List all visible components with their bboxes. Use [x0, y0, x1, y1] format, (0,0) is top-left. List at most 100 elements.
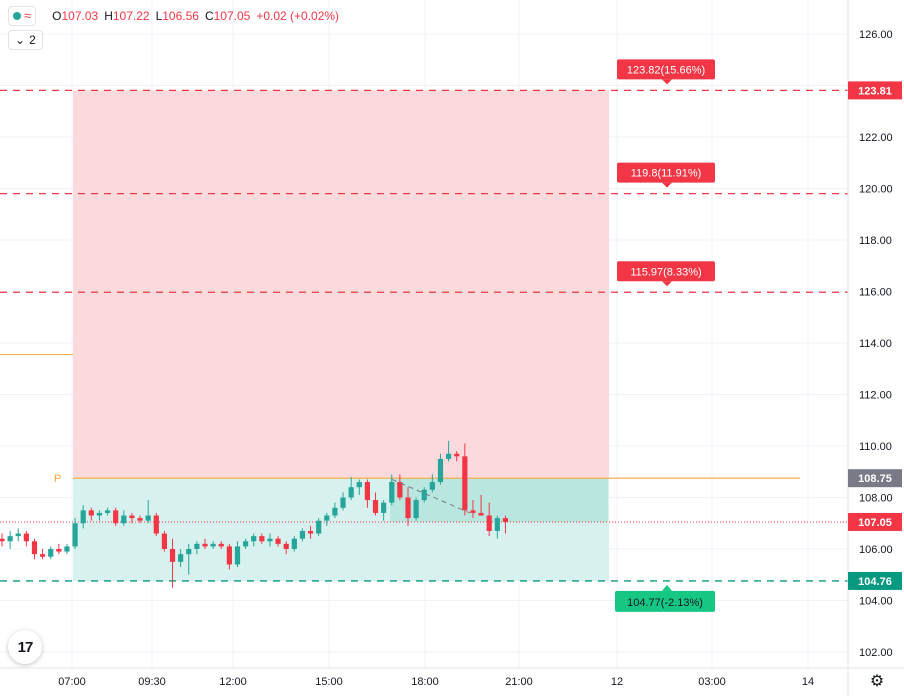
candle-body[interactable] [454, 453, 460, 457]
price-tick-label: 106.00 [859, 544, 893, 556]
time-tick-label: 09:30 [138, 676, 166, 688]
price-tick-label: 110.00 [859, 441, 892, 453]
candle-body[interactable] [316, 520, 322, 534]
candle-body[interactable] [267, 538, 273, 542]
candle-body[interactable] [0, 538, 5, 542]
candle-body[interactable] [96, 512, 103, 516]
active-trade-area [390, 478, 608, 522]
candle-body[interactable] [413, 500, 419, 519]
time-tick-label: 18:00 [411, 676, 439, 688]
close-label: C [204, 9, 214, 23]
candle-body[interactable] [145, 515, 151, 521]
candle-body[interactable] [421, 489, 427, 501]
target-label-text: 119.8(11.91%) [631, 168, 702, 180]
chevron-down-icon: ⌄ [15, 33, 26, 47]
candle-body[interactable] [470, 510, 476, 513]
price-tag-box [848, 571, 902, 590]
time-tick-label: 14 [802, 676, 814, 688]
candle-body[interactable] [64, 546, 70, 552]
symbol-status-button[interactable]: ≈ [8, 6, 37, 26]
tradingview-logo-icon[interactable]: 17 [8, 630, 42, 664]
candle-body[interactable] [259, 536, 265, 542]
price-tag-box [848, 512, 902, 531]
stop-label-box[interactable] [615, 590, 715, 612]
candle-body[interactable] [243, 541, 249, 547]
candle-body[interactable] [356, 482, 362, 488]
candle-body[interactable] [446, 453, 452, 459]
price-tag-text: 123.81 [858, 85, 892, 97]
candle-body[interactable] [299, 530, 306, 539]
candle-body[interactable] [15, 533, 21, 537]
delayed-data-icon: ≈ [24, 8, 32, 23]
price-tick-label: 126.00 [859, 29, 893, 41]
candle-body[interactable] [340, 497, 346, 508]
candle-body[interactable] [194, 543, 200, 549]
candle-body[interactable] [437, 458, 444, 483]
candle-body[interactable] [486, 515, 492, 531]
candle-body[interactable] [405, 497, 411, 519]
gear-icon[interactable]: ⚙ [869, 673, 885, 690]
candle-body[interactable] [72, 523, 78, 547]
indicators-toggle-button[interactable]: ⌄ 2 [8, 30, 43, 50]
candle-body[interactable] [389, 482, 395, 503]
time-tick-label: 07:00 [58, 676, 86, 688]
candle-body[interactable] [364, 482, 370, 501]
candle-body[interactable] [324, 515, 330, 521]
candle-body[interactable] [502, 518, 509, 522]
candle-body[interactable] [397, 482, 403, 498]
candle-body[interactable] [88, 510, 94, 516]
time-tick-label: 21:00 [505, 676, 533, 688]
candle-body[interactable] [226, 546, 232, 565]
price-tag-text: 108.75 [858, 473, 892, 485]
candle-body[interactable] [169, 549, 176, 562]
indicators-count: 2 [29, 33, 36, 47]
candle-body[interactable] [202, 543, 208, 547]
candle-body[interactable] [104, 510, 111, 513]
candle-body[interactable] [7, 536, 13, 542]
target-label-box[interactable] [617, 162, 715, 183]
candle-body[interactable] [462, 456, 468, 511]
low-label: L [155, 9, 163, 23]
time-tick-label: 12:00 [219, 676, 247, 688]
candle-body[interactable] [121, 515, 127, 524]
candle-body[interactable] [494, 518, 500, 531]
target-label-box[interactable] [617, 261, 715, 282]
candle-body[interactable] [153, 515, 159, 534]
candle-body[interactable] [348, 487, 354, 498]
candle-body[interactable] [48, 549, 54, 557]
candle-body[interactable] [429, 482, 435, 490]
candle-body[interactable] [251, 536, 257, 542]
target-label-box[interactable] [617, 59, 715, 80]
candle-body[interactable] [137, 518, 143, 521]
candle-body[interactable] [291, 538, 297, 549]
time-tick-label: 12 [611, 676, 623, 688]
candle-body[interactable] [234, 546, 241, 565]
candle-body[interactable] [186, 549, 192, 555]
price-tick-label: 112.00 [859, 390, 892, 402]
candle-body[interactable] [332, 507, 338, 516]
target-label-pointer [662, 281, 672, 287]
price-tick-label: 118.00 [859, 235, 892, 247]
candle-body[interactable] [40, 554, 46, 557]
candle-body[interactable] [23, 533, 29, 542]
candle-body[interactable] [178, 554, 184, 562]
candle-body[interactable] [31, 541, 38, 555]
candle-body[interactable] [56, 549, 62, 552]
candle-body[interactable] [275, 538, 281, 544]
ohlc-legend: ≈ O107.03 H107.22 L106.56 C107.05 +0.02 … [8, 6, 339, 26]
candle-body[interactable] [381, 502, 387, 513]
candle-body[interactable] [218, 543, 224, 547]
candle-body[interactable] [129, 515, 135, 519]
candle-body[interactable] [307, 530, 314, 534]
time-tick-label: 15:00 [315, 676, 343, 688]
candle-body[interactable] [283, 543, 289, 549]
candle-body[interactable] [161, 533, 167, 549]
candle-body[interactable] [113, 510, 119, 524]
candle-body[interactable] [80, 510, 86, 524]
candle-body[interactable] [210, 543, 216, 547]
candle-body[interactable] [478, 512, 484, 516]
close-value: 107.05 [213, 9, 251, 23]
candle-body[interactable] [372, 500, 379, 513]
target-zone[interactable] [73, 90, 609, 479]
